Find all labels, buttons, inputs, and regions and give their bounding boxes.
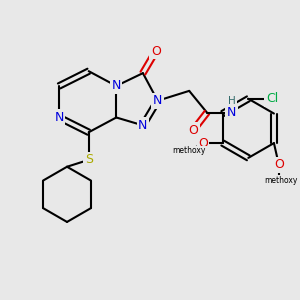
Text: N: N bbox=[227, 106, 236, 119]
Text: O: O bbox=[274, 158, 284, 171]
Text: Cl: Cl bbox=[266, 92, 278, 105]
Text: methoxy: methoxy bbox=[172, 146, 206, 155]
Text: N: N bbox=[54, 111, 64, 124]
Text: O: O bbox=[188, 124, 198, 137]
Text: O: O bbox=[198, 136, 208, 150]
Text: N: N bbox=[138, 119, 148, 132]
Text: O: O bbox=[151, 45, 160, 58]
Text: N: N bbox=[153, 94, 162, 107]
Text: N: N bbox=[112, 80, 121, 92]
Text: methoxy: methoxy bbox=[264, 176, 298, 185]
Text: S: S bbox=[85, 153, 93, 167]
Text: H: H bbox=[228, 96, 236, 106]
